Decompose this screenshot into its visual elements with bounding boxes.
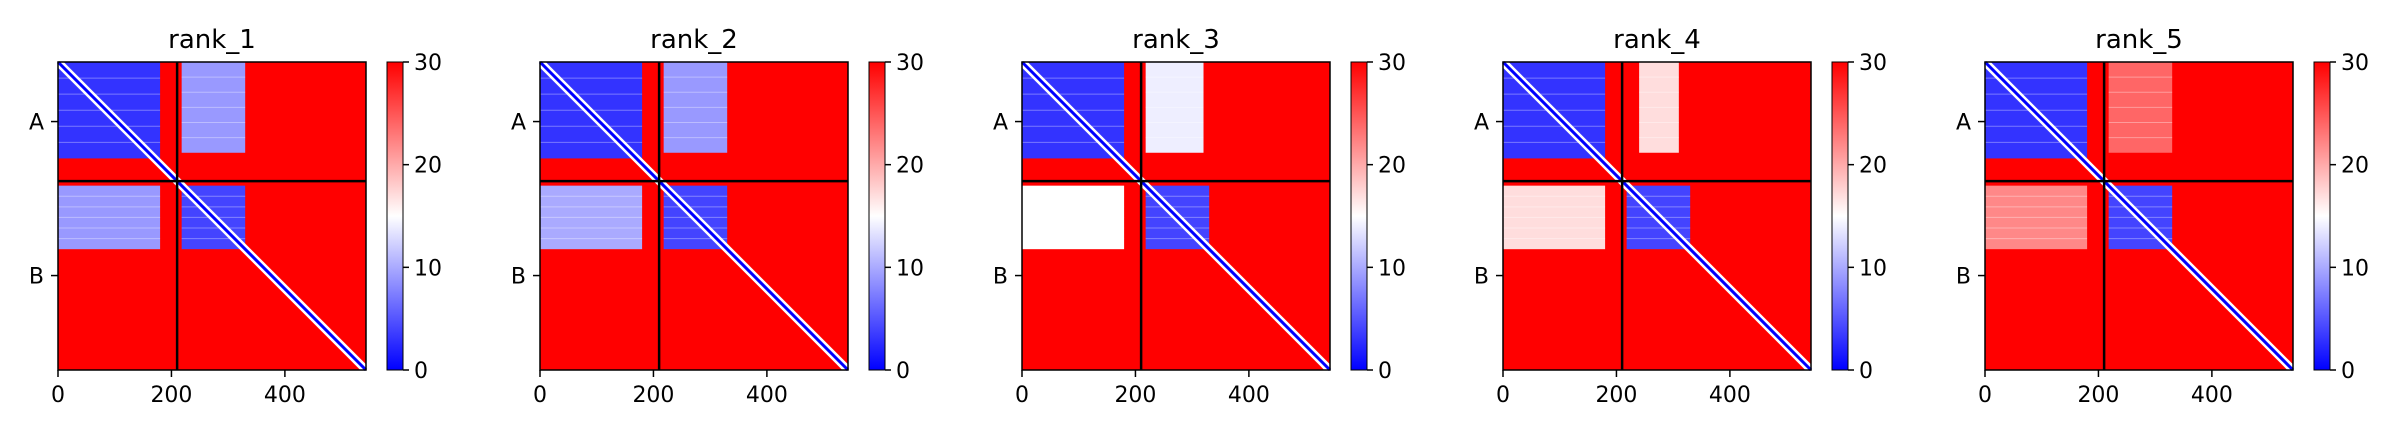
colorbar-tick-label: 20: [414, 154, 442, 179]
y-tick-label-A: A: [511, 111, 526, 136]
y-tick-label-A: A: [993, 111, 1008, 136]
colorbar-tick-label: 10: [1378, 256, 1406, 281]
colorbar-tick-label: 0: [414, 359, 428, 384]
panel-title: rank_3: [1132, 25, 1220, 55]
x-tick-label: 0: [533, 383, 547, 408]
colorbar-tick-label: 30: [414, 51, 442, 76]
heatmap-block-3: [58, 185, 161, 250]
panel-title: rank_1: [168, 25, 256, 55]
heatmap-frame: [539, 61, 849, 371]
x-tick-label: 0: [1015, 383, 1029, 408]
diagonal-line: [1983, 60, 2295, 372]
heatmap-block-3: [1503, 185, 1606, 250]
x-tick-label: 0: [51, 383, 65, 408]
panel-title: rank_2: [650, 25, 738, 55]
colorbar-tick-label: 10: [414, 256, 442, 281]
x-tick-label: 0: [1978, 383, 1992, 408]
y-tick-label-A: A: [1474, 111, 1489, 136]
heatmap-block-3: [1985, 185, 2088, 250]
x-tick-label: 400: [264, 383, 306, 408]
colorbar-tick-label: 10: [2341, 256, 2369, 281]
x-tick-label: 0: [1496, 383, 1510, 408]
heatmap-block-2: [2108, 62, 2173, 153]
colorbar: [386, 61, 404, 371]
panel-rank_3: rank_3 A B 0 200 400 0 10 20 30: [993, 25, 1406, 408]
panel-rank_2: rank_2 A B 0 200 400 0 10 20 30: [511, 25, 924, 408]
heatmap-block-3: [540, 185, 643, 250]
diagonal-line: [1020, 60, 1332, 372]
colorbar: [1350, 61, 1368, 371]
colorbar-tick-label: 20: [1859, 154, 1887, 179]
x-tick-label: 200: [1595, 383, 1637, 408]
colorbar-tick-label: 0: [1378, 359, 1392, 384]
y-tick-label-B: B: [1474, 265, 1489, 290]
panel-rank_4: rank_4 A B 0 200 400 0 10 20 30: [1474, 25, 1887, 408]
colorbar-tick-label: 30: [896, 51, 924, 76]
diagonal-line: [1501, 60, 1813, 372]
colorbar-tick-label: 20: [1378, 154, 1406, 179]
x-tick-label: 400: [1228, 383, 1270, 408]
colorbar: [1831, 61, 1849, 371]
heatmap-frame: [57, 61, 367, 371]
colorbar-tick-label: 0: [2341, 359, 2355, 384]
heatmap-block-2: [181, 62, 246, 153]
colorbar-tick-label: 30: [2341, 51, 2369, 76]
x-tick-label: 200: [150, 383, 192, 408]
y-tick-label-B: B: [29, 265, 44, 290]
y-tick-label-B: B: [993, 265, 1008, 290]
x-tick-label: 200: [1114, 383, 1156, 408]
colorbar-tick-label: 0: [1859, 359, 1873, 384]
panel-rank_1: rank_1 A B 0 200 400 0 10 20 30: [29, 25, 442, 408]
panel-title: rank_5: [2095, 25, 2183, 55]
colorbar: [868, 61, 886, 371]
heatmap-frame: [1021, 61, 1331, 371]
colorbar-tick-label: 0: [896, 359, 910, 384]
colorbar-tick-label: 20: [2341, 154, 2369, 179]
colorbar-tick-label: 10: [896, 256, 924, 281]
x-tick-label: 400: [2191, 383, 2233, 408]
colorbar-tick-label: 10: [1859, 256, 1887, 281]
colorbar-tick-label: 20: [896, 154, 924, 179]
heatmap-block-2: [1145, 62, 1204, 153]
colorbar-tick-label: 30: [1859, 51, 1887, 76]
panel-title: rank_4: [1613, 25, 1701, 55]
heatmap-block-2: [663, 62, 728, 153]
y-tick-label-B: B: [511, 265, 526, 290]
y-tick-label-A: A: [29, 111, 44, 136]
x-tick-label: 400: [746, 383, 788, 408]
heatmap-frame: [1502, 61, 1812, 371]
heatmap-block-3: [1022, 185, 1125, 250]
x-tick-label: 400: [1709, 383, 1751, 408]
x-tick-label: 200: [2077, 383, 2119, 408]
colorbar-tick-label: 30: [1378, 51, 1406, 76]
diagonal-line: [538, 60, 850, 372]
panel-rank_5: rank_5 A B 0 200 400 0 10 20 30: [1956, 25, 2369, 408]
colorbar: [2313, 61, 2331, 371]
heatmap-frame: [1984, 61, 2294, 371]
y-tick-label-B: B: [1956, 265, 1971, 290]
diagonal-line: [56, 60, 368, 372]
heatmap-block-2: [1639, 62, 1679, 153]
x-tick-label: 200: [632, 383, 674, 408]
y-tick-label-A: A: [1956, 111, 1971, 136]
